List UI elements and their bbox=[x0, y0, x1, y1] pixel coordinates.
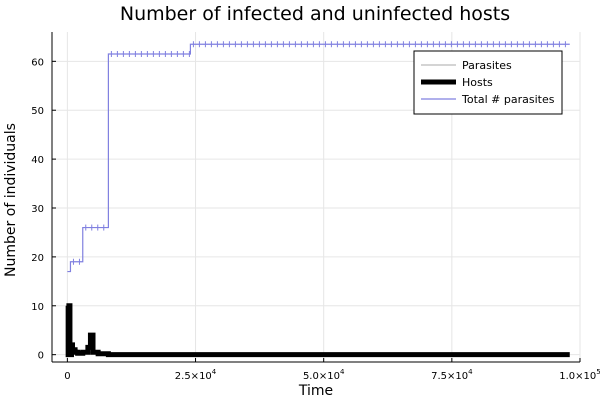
y-tick-label: 0 bbox=[38, 351, 44, 362]
y-tick-label: 10 bbox=[31, 302, 44, 313]
legend-label-2: Total # parasites bbox=[461, 93, 555, 106]
axes bbox=[51, 32, 581, 363]
y-tick-label: 50 bbox=[31, 106, 44, 117]
y-tick-label: 30 bbox=[31, 204, 44, 215]
x-axis-label: Time bbox=[298, 383, 333, 399]
legend-label-0: Parasites bbox=[462, 59, 512, 72]
tick-labels: 0 2.5×104 5.0×104 7.5×104 1.0×105 0 10 20 30 40 50… bbox=[31, 57, 600, 382]
y-axis-label: Number of individuals bbox=[3, 123, 19, 277]
y-tick-label: 60 bbox=[31, 57, 44, 68]
series-line-1 bbox=[65, 303, 570, 358]
x-tick-label: 0 bbox=[64, 371, 70, 382]
series-group bbox=[65, 41, 570, 358]
x-tick-label: 5.0×104 bbox=[303, 368, 345, 382]
chart-title: Number of infected and uninfected hosts bbox=[120, 3, 510, 25]
x-tick-label: 1.0×105 bbox=[559, 368, 600, 382]
legend-label-1: Hosts bbox=[462, 76, 493, 89]
y-tick-label: 20 bbox=[31, 253, 44, 264]
x-tick-label: 7.5×104 bbox=[431, 368, 473, 382]
series-line-2 bbox=[67, 43, 570, 273]
x-tick-label: 2.5×104 bbox=[175, 368, 217, 382]
legend-box bbox=[413, 50, 563, 115]
y-tick-label: 40 bbox=[31, 155, 44, 166]
legend: Parasites Hosts Total # parasites bbox=[413, 50, 563, 115]
